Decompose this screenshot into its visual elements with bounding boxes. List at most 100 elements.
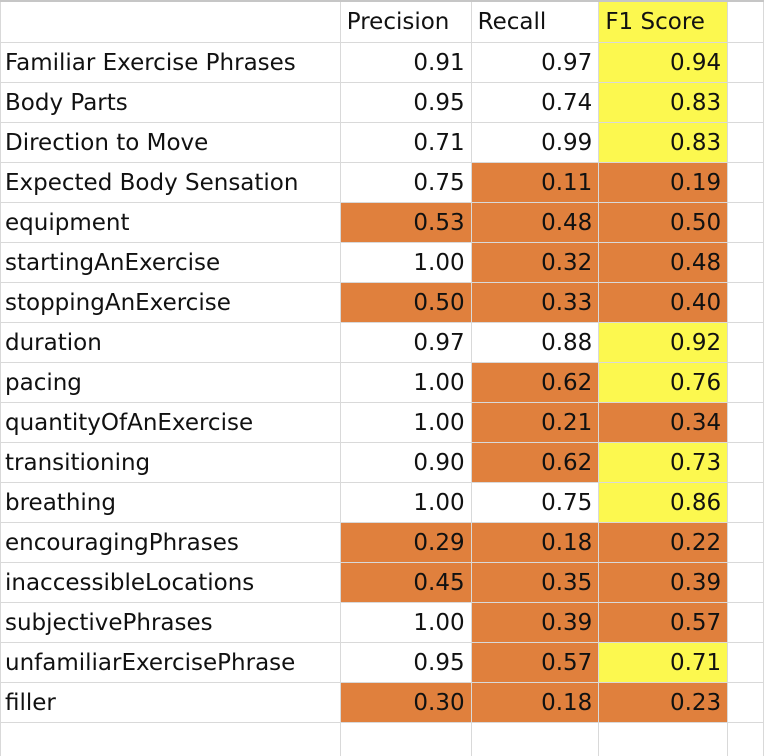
recall-cell[interactable]: 0.18	[470, 522, 600, 563]
recall-cell[interactable]: 0.62	[470, 442, 600, 483]
f1-score-cell[interactable]: 0.71	[598, 642, 729, 683]
header-row: Precision Recall F1 Score	[0, 0, 764, 43]
empty-cell[interactable]	[727, 322, 764, 363]
empty-cell[interactable]	[727, 642, 764, 683]
row-label-cell[interactable]: quantityOfAnExercise	[0, 402, 341, 443]
empty-cell[interactable]	[727, 242, 764, 283]
table-row: inaccessibleLocations 0.45 0.35 0.39	[0, 562, 764, 603]
recall-cell[interactable]: 0.88	[470, 322, 600, 363]
row-label-cell[interactable]: unfamiliarExercisePhrase	[0, 642, 341, 683]
row-label-cell[interactable]: Familiar Exercise Phrases	[0, 42, 341, 83]
table-row: unfamiliarExercisePhrase 0.95 0.57 0.71	[0, 642, 764, 683]
row-label-cell[interactable]: Body Parts	[0, 82, 341, 123]
recall-cell[interactable]: 0.57	[470, 642, 600, 683]
row-label-cell[interactable]: encouragingPhrases	[0, 522, 341, 563]
f1-score-cell[interactable]: 0.19	[598, 162, 729, 203]
row-label-cell[interactable]: subjectivePhrases	[0, 602, 341, 643]
recall-cell[interactable]: 0.11	[470, 162, 600, 203]
empty-cell[interactable]	[727, 282, 764, 323]
f1-score-cell[interactable]: 0.23	[598, 682, 729, 723]
f1-score-cell[interactable]: 0.86	[598, 482, 729, 523]
empty-cell[interactable]	[598, 722, 729, 756]
table-row: Body Parts 0.95 0.74 0.83	[0, 82, 764, 123]
f1-score-cell[interactable]: 0.76	[598, 362, 729, 403]
precision-cell[interactable]: 1.00	[339, 402, 472, 443]
empty-cell[interactable]	[727, 562, 764, 603]
precision-cell[interactable]: 1.00	[339, 362, 472, 403]
header-recall[interactable]: Recall	[470, 0, 600, 43]
f1-score-cell[interactable]: 0.83	[598, 82, 729, 123]
recall-cell[interactable]: 0.21	[470, 402, 600, 443]
empty-cell[interactable]	[727, 602, 764, 643]
precision-cell[interactable]: 0.29	[339, 522, 472, 563]
header-f1-score[interactable]: F1 Score	[598, 0, 729, 43]
recall-cell[interactable]: 0.32	[470, 242, 600, 283]
row-label-cell[interactable]: equipment	[0, 202, 341, 243]
row-label-cell[interactable]: breathing	[0, 482, 341, 523]
row-label-cell[interactable]: pacing	[0, 362, 341, 403]
precision-cell[interactable]: 0.95	[339, 82, 472, 123]
f1-score-cell[interactable]: 0.39	[598, 562, 729, 603]
corner-cell[interactable]	[0, 0, 341, 43]
recall-cell[interactable]: 0.35	[470, 562, 600, 603]
empty-cell[interactable]	[727, 442, 764, 483]
recall-cell[interactable]: 0.62	[470, 362, 600, 403]
table-row: Familiar Exercise Phrases 0.91 0.97 0.94	[0, 42, 764, 83]
precision-cell[interactable]: 0.91	[339, 42, 472, 83]
f1-score-cell[interactable]: 0.48	[598, 242, 729, 283]
empty-cell[interactable]	[727, 122, 764, 163]
header-precision[interactable]: Precision	[339, 0, 472, 43]
recall-cell[interactable]: 0.33	[470, 282, 600, 323]
f1-score-cell[interactable]: 0.83	[598, 122, 729, 163]
row-label-cell[interactable]: Expected Body Sensation	[0, 162, 341, 203]
f1-score-cell[interactable]: 0.94	[598, 42, 729, 83]
precision-cell[interactable]: 1.00	[339, 602, 472, 643]
row-label-cell[interactable]: transitioning	[0, 442, 341, 483]
f1-score-cell[interactable]: 0.50	[598, 202, 729, 243]
precision-cell[interactable]: 0.53	[339, 202, 472, 243]
row-label-cell[interactable]: inaccessibleLocations	[0, 562, 341, 603]
precision-cell[interactable]: 1.00	[339, 242, 472, 283]
precision-cell[interactable]: 0.75	[339, 162, 472, 203]
empty-cell[interactable]	[470, 722, 600, 756]
f1-score-cell[interactable]: 0.22	[598, 522, 729, 563]
empty-cell[interactable]	[727, 42, 764, 83]
empty-cell[interactable]	[727, 402, 764, 443]
recall-cell[interactable]: 0.39	[470, 602, 600, 643]
precision-cell[interactable]: 0.90	[339, 442, 472, 483]
f1-score-cell[interactable]: 0.73	[598, 442, 729, 483]
empty-cell[interactable]	[339, 722, 472, 756]
f1-score-cell[interactable]: 0.40	[598, 282, 729, 323]
precision-cell[interactable]: 1.00	[339, 482, 472, 523]
empty-cell[interactable]	[727, 82, 764, 123]
row-label-cell[interactable]: duration	[0, 322, 341, 363]
row-label-cell[interactable]: stoppingAnExercise	[0, 282, 341, 323]
recall-cell[interactable]: 0.75	[470, 482, 600, 523]
recall-cell[interactable]: 0.97	[470, 42, 600, 83]
precision-cell[interactable]: 0.97	[339, 322, 472, 363]
f1-score-cell[interactable]: 0.34	[598, 402, 729, 443]
recall-cell[interactable]: 0.74	[470, 82, 600, 123]
empty-cell[interactable]	[0, 722, 341, 756]
empty-cell[interactable]	[727, 162, 764, 203]
empty-cell[interactable]	[727, 202, 764, 243]
precision-cell[interactable]: 0.30	[339, 682, 472, 723]
empty-cell[interactable]	[727, 682, 764, 723]
row-label-cell[interactable]: startingAnExercise	[0, 242, 341, 283]
row-label-cell[interactable]: filler	[0, 682, 341, 723]
empty-cell[interactable]	[727, 362, 764, 403]
recall-cell[interactable]: 0.99	[470, 122, 600, 163]
precision-cell[interactable]: 0.71	[339, 122, 472, 163]
recall-cell[interactable]: 0.48	[470, 202, 600, 243]
precision-cell[interactable]: 0.50	[339, 282, 472, 323]
empty-cell[interactable]	[727, 722, 764, 756]
empty-cell[interactable]	[727, 522, 764, 563]
empty-cell[interactable]	[727, 482, 764, 523]
precision-cell[interactable]: 0.95	[339, 642, 472, 683]
f1-score-cell[interactable]: 0.57	[598, 602, 729, 643]
precision-cell[interactable]: 0.45	[339, 562, 472, 603]
row-label-cell[interactable]: Direction to Move	[0, 122, 341, 163]
recall-cell[interactable]: 0.18	[470, 682, 600, 723]
f1-score-cell[interactable]: 0.92	[598, 322, 729, 363]
empty-cell[interactable]	[727, 0, 764, 43]
